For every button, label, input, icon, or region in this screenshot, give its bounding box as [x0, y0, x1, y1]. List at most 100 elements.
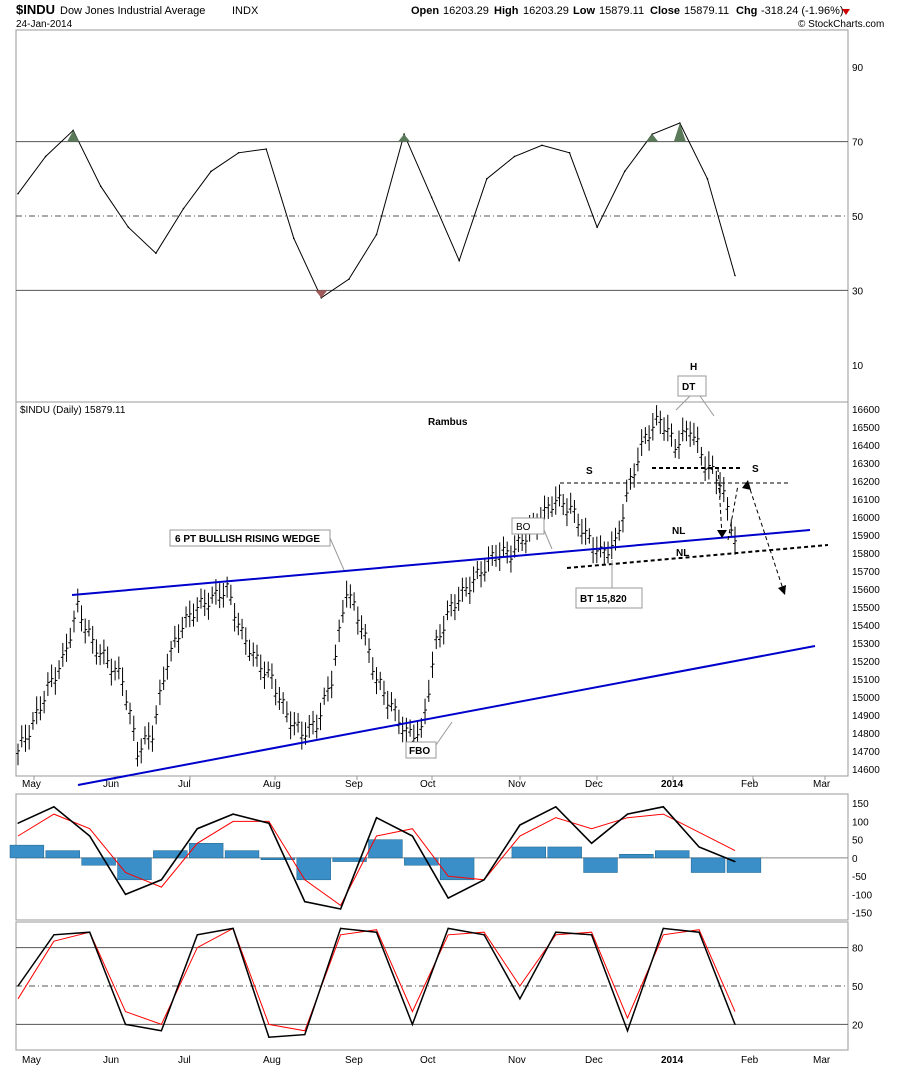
chg-label: Chg — [736, 5, 757, 17]
stoch-point — [626, 1030, 629, 1032]
stoch-point — [375, 931, 378, 933]
macd-histogram-bar — [404, 857, 439, 866]
rsi-tick-label: 50 — [852, 212, 864, 223]
price-bar — [460, 577, 465, 602]
bottom-axis-month-label: Sep — [345, 1055, 363, 1066]
macd-point — [734, 860, 736, 863]
price-bar — [176, 624, 181, 654]
price-tick-label: 16400 — [852, 441, 880, 452]
price-bar — [632, 463, 637, 488]
price-bar — [288, 711, 293, 740]
price-bar — [172, 625, 177, 648]
macd-histogram-bar — [260, 857, 296, 860]
rsi-overbought-fill — [398, 134, 411, 142]
bottom-axis-month-label: Feb — [741, 1055, 759, 1066]
price-bar — [142, 726, 147, 745]
macd-histogram-bar — [117, 857, 152, 881]
price-bar — [512, 535, 517, 558]
price-bar — [665, 414, 670, 442]
price-bar — [109, 658, 114, 686]
price-tick-label: 16500 — [852, 423, 880, 434]
annotation-wedge: 6 PT BULLISH RISING WEDGE — [169, 529, 345, 571]
price-bar — [684, 420, 689, 442]
price-bar — [557, 484, 562, 507]
macd-point — [89, 835, 91, 837]
price-bar — [669, 423, 674, 447]
stoch-point — [160, 1030, 162, 1032]
stoch-point — [124, 1023, 127, 1025]
price-bar — [703, 456, 708, 482]
price-bar — [325, 676, 330, 702]
price-bar — [169, 640, 174, 662]
price-bar — [228, 584, 233, 606]
macd-tick-label: 50 — [852, 836, 864, 847]
rsi-point — [348, 278, 350, 281]
price-tick-label: 16600 — [852, 405, 880, 416]
macd-point — [124, 893, 127, 896]
price-bar — [120, 667, 125, 697]
label-head: H — [690, 362, 697, 373]
price-bar — [299, 721, 304, 750]
price-bar — [628, 467, 633, 490]
close-value: 15879.11 — [684, 5, 729, 17]
price-bar — [161, 666, 166, 691]
price-bar — [255, 644, 259, 667]
price-axis-month-label: Aug — [263, 779, 281, 790]
price-bar — [232, 603, 237, 632]
rsi-point — [155, 252, 157, 254]
price-bar — [292, 712, 297, 736]
price-bar — [90, 625, 95, 654]
price-bar — [202, 589, 207, 617]
price-bar — [426, 679, 431, 702]
price-bar — [180, 616, 185, 639]
svg-text:DT: DT — [682, 382, 695, 393]
macd-histogram-bar — [189, 843, 224, 859]
rsi-point — [541, 144, 543, 147]
price-bar — [598, 535, 603, 558]
price-bar — [374, 667, 379, 695]
ticker-symbol: $INDU — [16, 2, 55, 17]
stochastic-panel: 80 50 20 — [16, 927, 864, 1038]
macd-point — [340, 908, 342, 910]
price-bar — [340, 599, 345, 623]
macd-point — [17, 822, 19, 824]
bottom-axis-month-label: May — [22, 1055, 41, 1066]
macd-histogram-bar — [368, 839, 403, 859]
price-legend: $INDU (Daily) 15879.11 — [20, 405, 126, 416]
macd-point — [555, 806, 557, 808]
stoch-point — [340, 927, 342, 930]
price-bar — [673, 439, 678, 458]
price-bar — [676, 430, 681, 459]
price-bar — [243, 627, 248, 655]
bottom-axis-month-label: 2014 — [661, 1055, 684, 1066]
price-bar — [57, 660, 62, 680]
price-bar — [688, 421, 693, 447]
stoch-point — [53, 934, 55, 936]
rsi-tick-label: 90 — [852, 63, 864, 74]
price-bar — [60, 642, 65, 667]
price-bar — [635, 447, 640, 472]
rsi-panel: 90 70 50 30 10 — [16, 63, 864, 372]
macd-histogram-bar — [296, 857, 331, 881]
wedge-lower-line — [77, 645, 816, 786]
price-bar — [437, 624, 442, 648]
price-tick-label: 15400 — [852, 621, 880, 632]
price-bar — [16, 743, 20, 766]
price-bar — [452, 594, 457, 621]
price-axis-month-label: Jun — [103, 779, 119, 790]
price-bar — [553, 486, 558, 515]
price-bar — [381, 680, 386, 705]
price-bar — [101, 639, 106, 665]
macd-panel: 150 100 50 0 -50 -100 -150 — [9, 799, 872, 920]
rsi-point — [127, 226, 130, 228]
stoch-point — [591, 934, 593, 936]
rsi-point — [706, 178, 709, 180]
price-bar — [602, 541, 607, 565]
price-bar — [594, 536, 599, 564]
price-bar — [191, 603, 196, 627]
price-bar — [139, 738, 144, 764]
price-bar — [572, 499, 577, 523]
price-bar — [617, 520, 622, 541]
macd-histogram-bar — [583, 857, 618, 873]
price-tick-label: 14600 — [852, 765, 880, 776]
